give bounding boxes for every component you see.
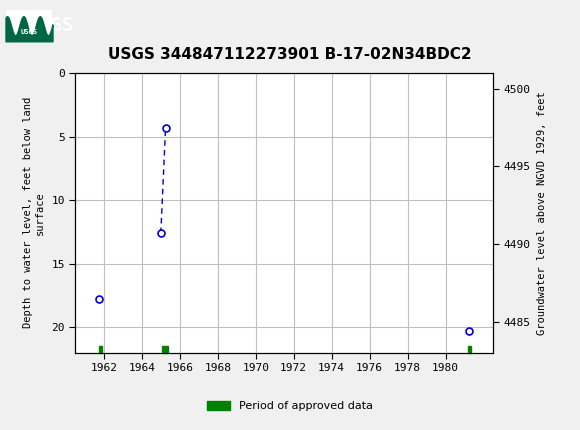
Bar bbox=[162, 346, 168, 353]
Legend: Period of approved data: Period of approved data bbox=[203, 397, 377, 416]
Text: USGS: USGS bbox=[20, 29, 38, 34]
Y-axis label: Groundwater level above NGVD 1929, feet: Groundwater level above NGVD 1929, feet bbox=[537, 91, 548, 335]
Bar bbox=[6, 10, 52, 41]
Y-axis label: Depth to water level, feet below land
surface: Depth to water level, feet below land su… bbox=[23, 97, 45, 329]
Bar bbox=[468, 346, 471, 353]
Bar bbox=[99, 346, 102, 353]
Text: USGS 344847112273901 B-17-02N34BDC2: USGS 344847112273901 B-17-02N34BDC2 bbox=[108, 47, 472, 62]
Text: USGS: USGS bbox=[3, 16, 74, 35]
